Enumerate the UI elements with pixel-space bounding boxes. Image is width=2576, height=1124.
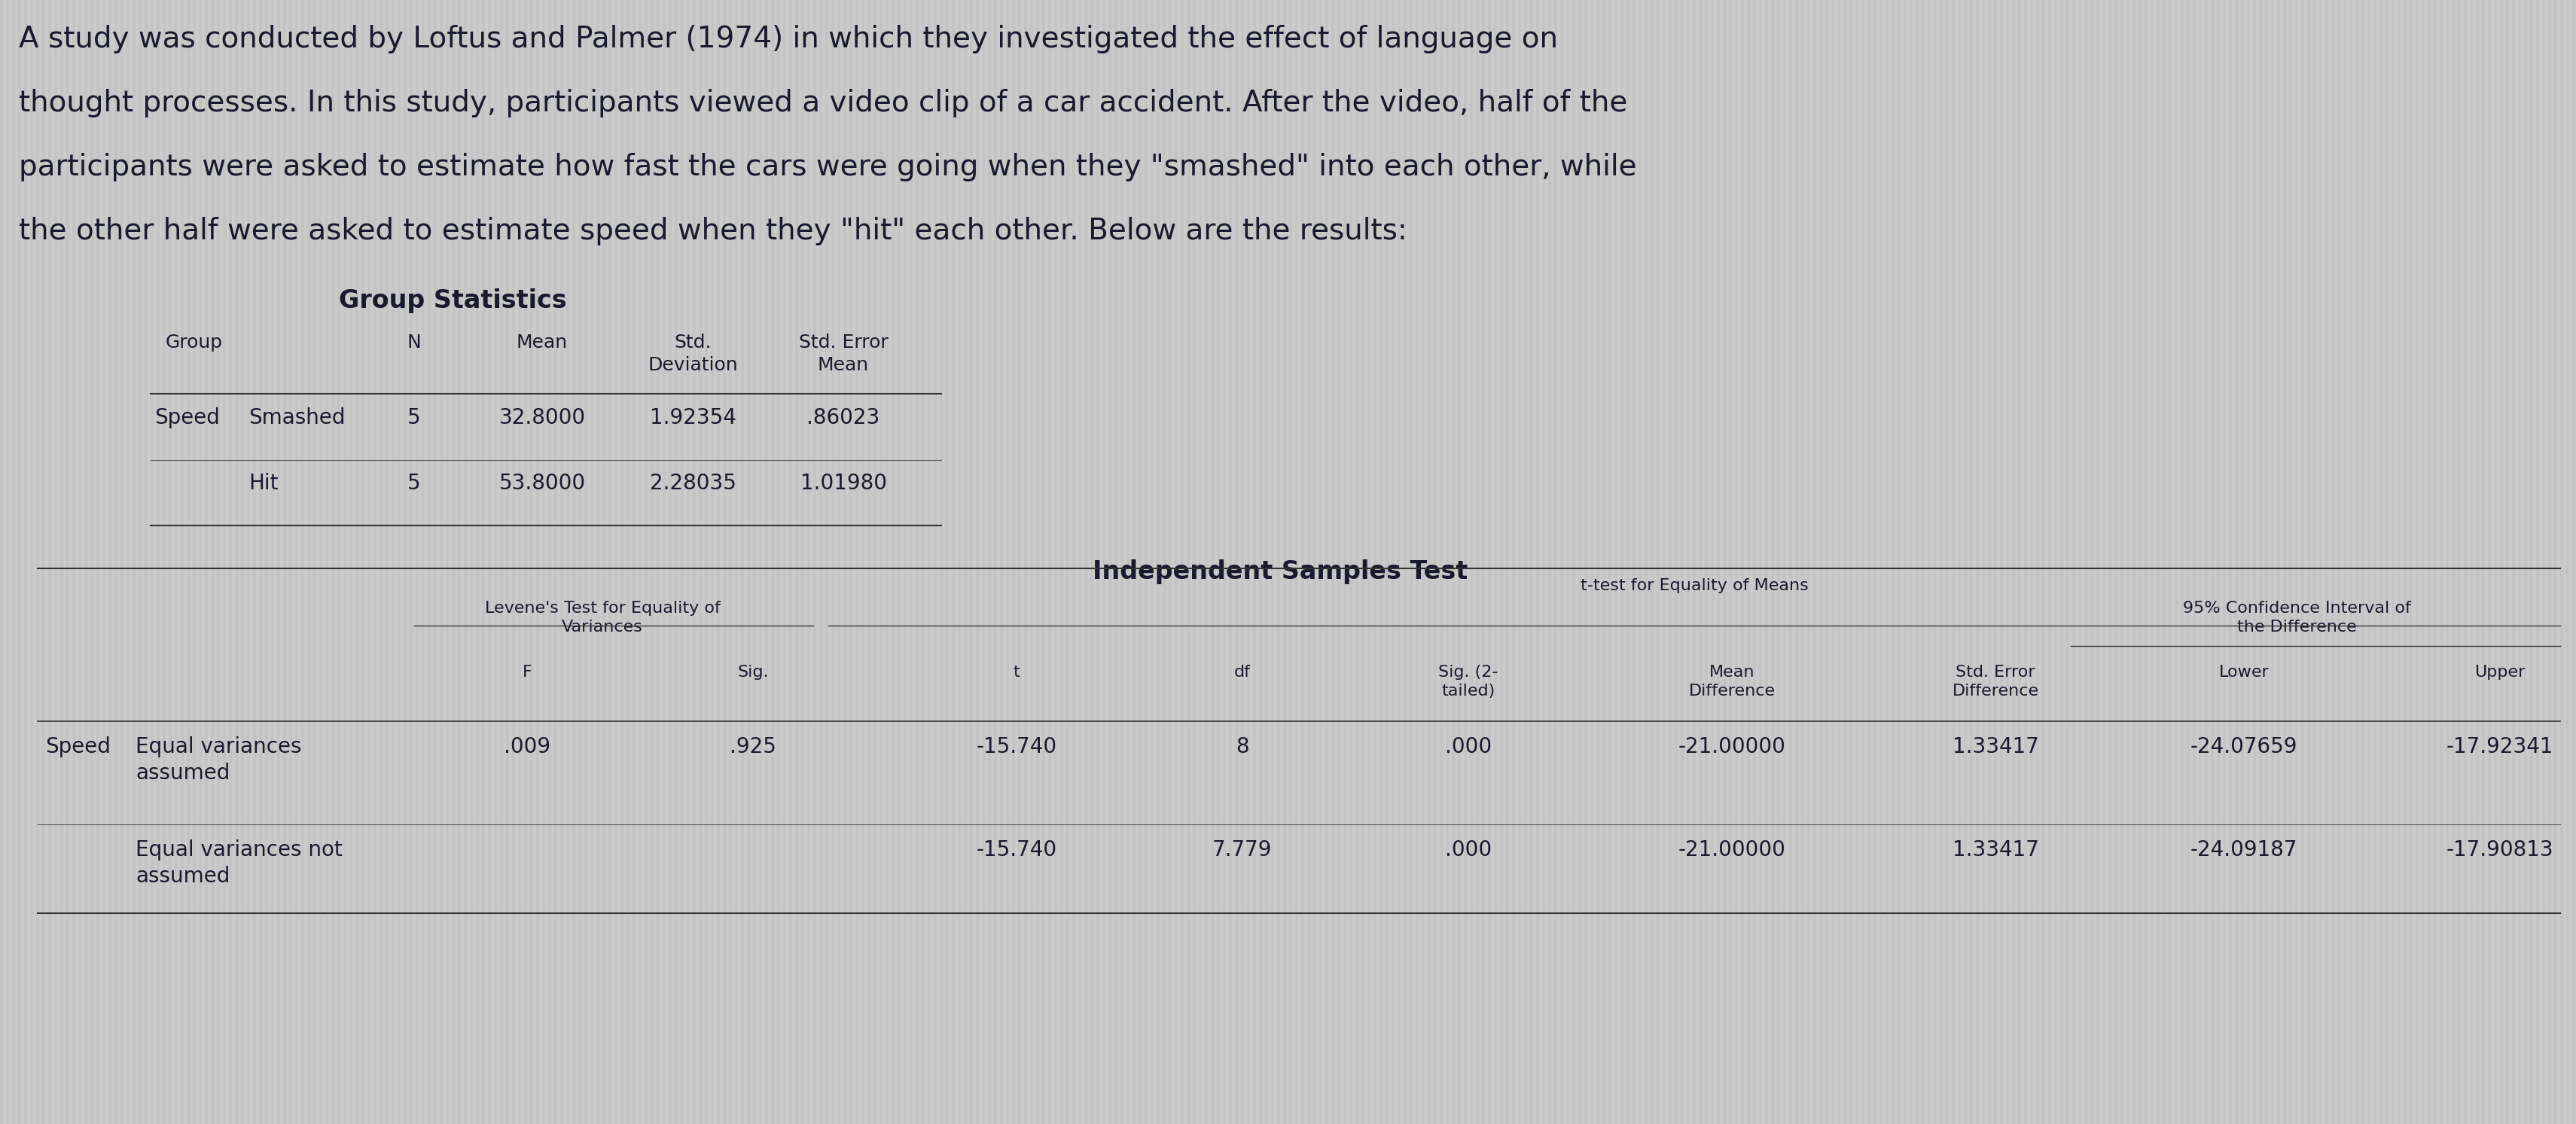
Text: -17.92341: -17.92341 bbox=[2447, 736, 2553, 758]
Text: Group Statistics: Group Statistics bbox=[340, 289, 567, 314]
Text: -24.09187: -24.09187 bbox=[2190, 840, 2298, 861]
Text: Independent Samples Test: Independent Samples Test bbox=[1092, 560, 1468, 584]
Text: -21.00000: -21.00000 bbox=[1677, 840, 1785, 861]
Text: 1.01980: 1.01980 bbox=[801, 473, 886, 493]
Text: 1.33417: 1.33417 bbox=[1953, 736, 2038, 758]
Text: Group: Group bbox=[165, 334, 224, 352]
Text: Equal variances not
assumed: Equal variances not assumed bbox=[137, 840, 343, 887]
Text: 8: 8 bbox=[1236, 736, 1249, 758]
Text: A study was conducted by Loftus and Palmer (1974) in which they investigated the: A study was conducted by Loftus and Palm… bbox=[18, 25, 1558, 54]
Text: 2.28035: 2.28035 bbox=[649, 473, 737, 493]
Text: Mean
Difference: Mean Difference bbox=[1687, 664, 1775, 698]
Text: -15.740: -15.740 bbox=[976, 840, 1056, 861]
Text: Equal variances
assumed: Equal variances assumed bbox=[137, 736, 301, 783]
Text: t: t bbox=[1012, 664, 1020, 680]
Text: Upper: Upper bbox=[2476, 664, 2524, 680]
Text: Sig. (2-
tailed): Sig. (2- tailed) bbox=[1437, 664, 1499, 698]
Text: 5: 5 bbox=[407, 407, 420, 428]
Text: -17.90813: -17.90813 bbox=[2447, 840, 2553, 861]
Text: Std. Error
Mean: Std. Error Mean bbox=[799, 334, 889, 374]
Text: Std. Error
Difference: Std. Error Difference bbox=[1953, 664, 2038, 698]
Text: -21.00000: -21.00000 bbox=[1677, 736, 1785, 758]
Text: 5: 5 bbox=[407, 473, 420, 493]
Text: Sig.: Sig. bbox=[737, 664, 768, 680]
Text: .925: .925 bbox=[729, 736, 775, 758]
Text: F: F bbox=[523, 664, 531, 680]
Text: Levene's Test for Equality of
Variances: Levene's Test for Equality of Variances bbox=[484, 600, 721, 635]
Text: 32.8000: 32.8000 bbox=[500, 407, 585, 428]
Text: -24.07659: -24.07659 bbox=[2190, 736, 2298, 758]
Text: df: df bbox=[1234, 664, 1252, 680]
Text: 1.92354: 1.92354 bbox=[649, 407, 737, 428]
Text: 95% Confidence Interval of
the Difference: 95% Confidence Interval of the Differenc… bbox=[2182, 600, 2411, 635]
Text: Mean: Mean bbox=[518, 334, 567, 352]
Text: -15.740: -15.740 bbox=[976, 736, 1056, 758]
Text: 1.33417: 1.33417 bbox=[1953, 840, 2038, 861]
Text: the other half were asked to estimate speed when they "hit" each other. Below ar: the other half were asked to estimate sp… bbox=[18, 217, 1406, 245]
Text: .009: .009 bbox=[505, 736, 551, 758]
Text: thought processes. In this study, participants viewed a video clip of a car acci: thought processes. In this study, partic… bbox=[18, 89, 1628, 117]
Text: Hit: Hit bbox=[247, 473, 278, 493]
Text: Std.
Deviation: Std. Deviation bbox=[647, 334, 737, 374]
Text: Speed: Speed bbox=[155, 407, 219, 428]
Text: 53.8000: 53.8000 bbox=[500, 473, 585, 493]
Text: .000: .000 bbox=[1445, 840, 1492, 861]
Text: 7.779: 7.779 bbox=[1213, 840, 1273, 861]
Text: N: N bbox=[407, 334, 422, 352]
Text: .86023: .86023 bbox=[806, 407, 881, 428]
Text: Smashed: Smashed bbox=[247, 407, 345, 428]
Text: participants were asked to estimate how fast the cars were going when they "smas: participants were asked to estimate how … bbox=[18, 153, 1636, 181]
Text: Speed: Speed bbox=[46, 736, 111, 758]
Text: t-test for Equality of Means: t-test for Equality of Means bbox=[1579, 578, 1808, 593]
Text: Lower: Lower bbox=[2218, 664, 2269, 680]
Text: .000: .000 bbox=[1445, 736, 1492, 758]
